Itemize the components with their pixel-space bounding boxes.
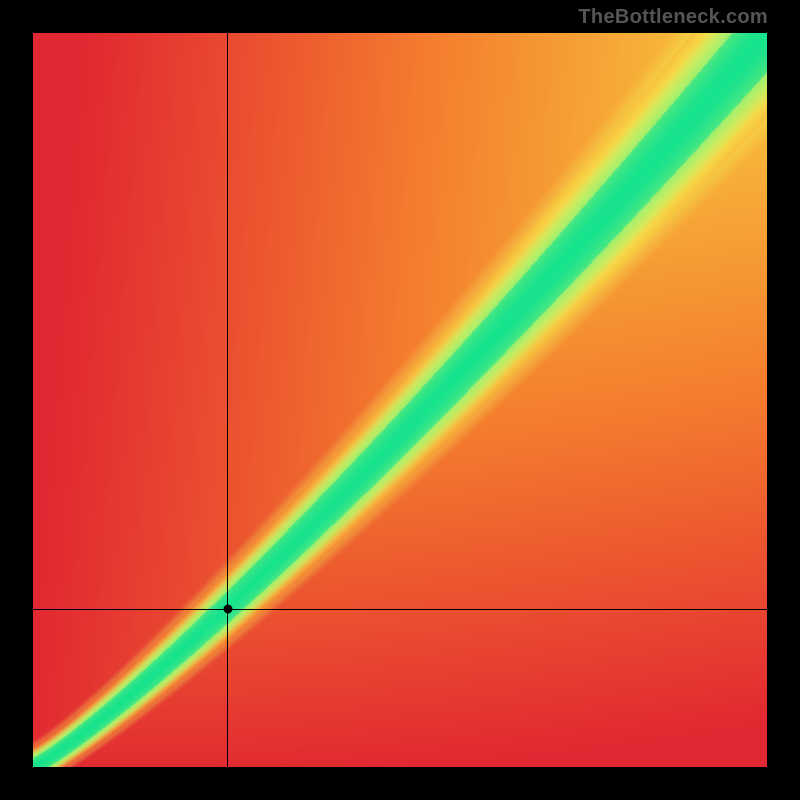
outer-frame: TheBottleneck.com xyxy=(0,0,800,800)
watermark-text: TheBottleneck.com xyxy=(578,6,768,29)
heatmap-canvas xyxy=(33,33,767,767)
bottleneck-heatmap xyxy=(33,33,767,767)
